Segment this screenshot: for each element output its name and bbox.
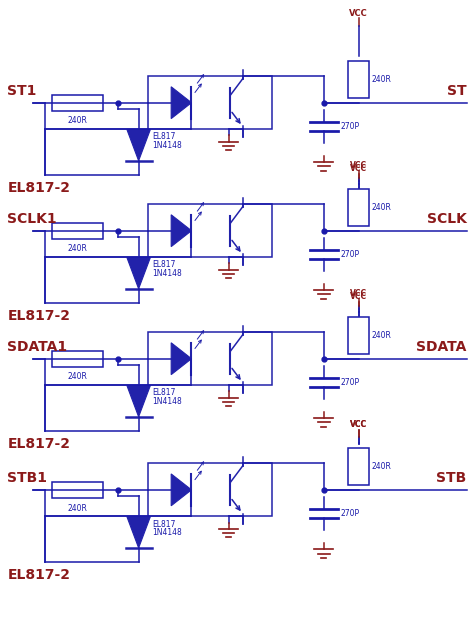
Text: EL817: EL817 [153,388,176,398]
Polygon shape [171,87,191,118]
Bar [148,76,272,129]
Text: EL817: EL817 [153,520,176,529]
Bar [52,482,103,498]
Text: VCC: VCC [349,9,368,18]
Text: VCC: VCC [350,164,367,173]
Text: SCLK1: SCLK1 [8,212,57,226]
Text: 1N4148: 1N4148 [153,140,182,150]
Text: 240R: 240R [68,372,88,381]
Polygon shape [127,130,150,161]
Text: EL817: EL817 [153,132,176,141]
Text: ST1: ST1 [8,84,37,98]
Text: EL817-2: EL817-2 [8,181,71,195]
Text: SCLK: SCLK [427,212,466,226]
Bar [348,448,369,485]
Text: 240R: 240R [372,75,392,84]
Text: 1N4148: 1N4148 [153,397,182,406]
Bar [148,332,272,386]
Text: 240R: 240R [68,244,88,253]
Polygon shape [171,215,191,246]
Text: SDATA: SDATA [416,340,466,353]
Bar [52,222,103,239]
Text: VCC: VCC [350,161,367,170]
Text: 240R: 240R [68,503,88,513]
Text: STB: STB [436,471,466,485]
Polygon shape [127,517,150,548]
Bar [52,350,103,367]
Bar [348,188,369,226]
Polygon shape [127,386,150,417]
Text: 240R: 240R [372,203,392,212]
Text: 1N4148: 1N4148 [153,268,182,278]
Text: 270P: 270P [340,509,359,518]
Text: VCC: VCC [350,420,367,429]
Text: VCC: VCC [350,420,367,429]
Polygon shape [171,474,191,506]
Text: ST: ST [447,84,466,98]
Text: EL817: EL817 [153,260,176,270]
Text: 270P: 270P [340,250,359,259]
Text: SDATA1: SDATA1 [8,340,68,353]
Text: STB1: STB1 [8,471,47,485]
Bar [148,463,272,517]
Text: 240R: 240R [372,331,392,340]
Text: 270P: 270P [340,122,359,131]
Text: EL817-2: EL817-2 [8,309,71,323]
Text: EL817-2: EL817-2 [8,437,71,451]
Bar [148,204,272,257]
Text: EL817-2: EL817-2 [8,568,71,582]
Bar [348,316,369,354]
Polygon shape [127,258,150,289]
Text: VCC: VCC [350,289,367,298]
Text: 270P: 270P [340,378,359,387]
Polygon shape [171,343,191,375]
Text: 240R: 240R [372,462,392,471]
Text: 240R: 240R [68,117,88,125]
Bar [52,94,103,111]
Text: 1N4148: 1N4148 [153,528,182,537]
Bar [348,60,369,98]
Text: VCC: VCC [350,292,367,301]
